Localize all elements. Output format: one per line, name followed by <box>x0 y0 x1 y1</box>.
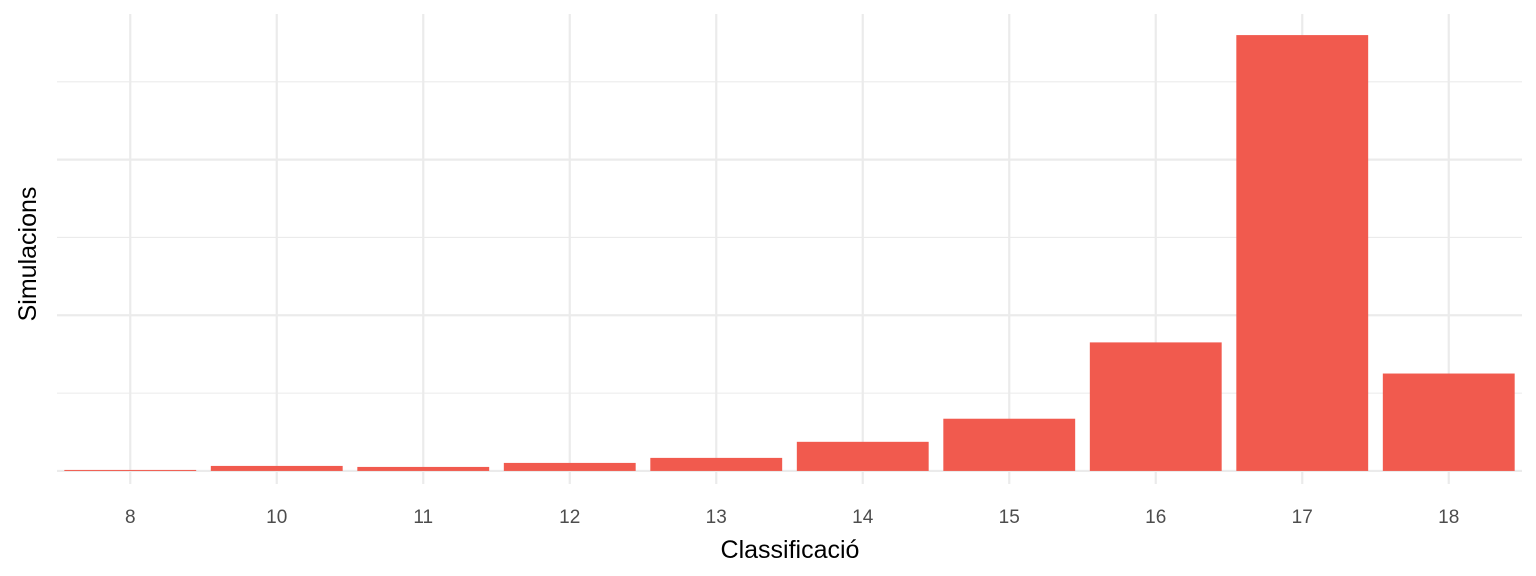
bar-13 <box>650 457 783 471</box>
bar-14 <box>796 441 929 471</box>
y-axis-title: Simulacions <box>14 187 42 322</box>
x-tick-labels: 8 10 11 12 13 14 15 16 17 18 <box>125 507 1459 528</box>
bar-16 <box>1089 342 1222 471</box>
bar-11 <box>357 466 490 471</box>
x-tick-label-15: 15 <box>999 507 1020 528</box>
x-tick-label-18: 18 <box>1438 507 1459 528</box>
bar-8 <box>64 469 197 471</box>
x-tick-label-13: 13 <box>706 507 727 528</box>
bars <box>64 35 1515 471</box>
x-tick-label-8: 8 <box>125 507 136 528</box>
bar-15 <box>943 418 1076 471</box>
x-tick-label-12: 12 <box>559 507 580 528</box>
bar-18 <box>1382 373 1515 471</box>
bar-10 <box>210 465 343 471</box>
x-tick-label-17: 17 <box>1292 507 1313 528</box>
x-tick-label-10: 10 <box>266 507 287 528</box>
x-tick-label-16: 16 <box>1145 507 1166 528</box>
x-axis-title: Classificació <box>721 536 860 564</box>
bar-17 <box>1236 35 1369 471</box>
bar-12 <box>503 462 636 471</box>
x-tick-label-14: 14 <box>852 507 874 528</box>
x-tick-label-11: 11 <box>413 507 433 528</box>
